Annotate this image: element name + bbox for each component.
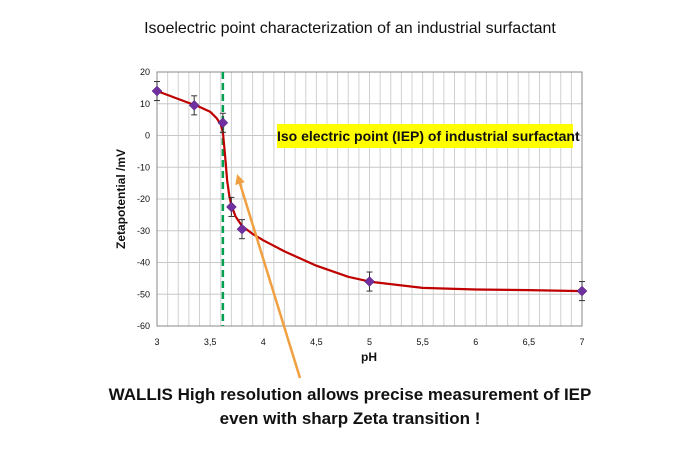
chart-title: Isoelectric point characterization of an…: [144, 20, 556, 37]
y-tick-label: -40: [137, 258, 150, 268]
x-axis-label: pH: [361, 350, 377, 364]
grid: [156, 71, 583, 327]
annotation-arrow: [235, 174, 302, 379]
x-tick-label: 3: [154, 337, 159, 347]
axes: 3 3,5 4 4,5 5 5,5 6 6,5 7 20 10 0 -10 -20 -30 -40 -50 -60: [137, 67, 585, 347]
x-tick-label: 6,5: [523, 337, 536, 347]
x-tick-label: 5: [367, 337, 372, 347]
y-tick-label: 10: [140, 99, 150, 109]
y-tick-label: 20: [140, 67, 150, 77]
y-axis-label: Zetapotential /mV: [114, 149, 128, 249]
caption-line-1: WALLIS High resolution allows precise me…: [108, 385, 592, 404]
fit-curve-line: [156, 89, 583, 293]
y-tick-label: -10: [137, 162, 150, 172]
y-tick-label: -30: [137, 226, 150, 236]
data-point: [188, 99, 200, 111]
data-point: [217, 117, 229, 129]
y-tick-label: -60: [137, 321, 150, 331]
caption: WALLIS High resolution allows precise me…: [0, 383, 700, 431]
data-point: [576, 285, 588, 297]
fit-curve: [156, 89, 583, 293]
data-point: [236, 223, 248, 235]
x-tick-label: 7: [579, 337, 584, 347]
x-tick-label: 4,5: [310, 337, 323, 347]
arrow: [235, 174, 302, 379]
x-tick-label: 5,5: [416, 337, 429, 347]
data-points: [151, 81, 588, 302]
x-tick-label: 3,5: [204, 337, 217, 347]
x-tick-label: 4: [261, 337, 266, 347]
plot-frame: [156, 71, 583, 327]
data-point: [364, 276, 375, 287]
y-tick-label: -20: [137, 194, 150, 204]
y-tick-label: -50: [137, 289, 150, 299]
data-point: [151, 85, 163, 97]
data-point: [226, 201, 237, 213]
iep-callout: Iso electric point (IEP) of industrial s…: [277, 124, 580, 148]
caption-line-2: even with sharp Zeta transition !: [219, 409, 481, 428]
y-tick-label: 0: [145, 131, 150, 141]
x-tick-label: 6: [473, 337, 478, 347]
